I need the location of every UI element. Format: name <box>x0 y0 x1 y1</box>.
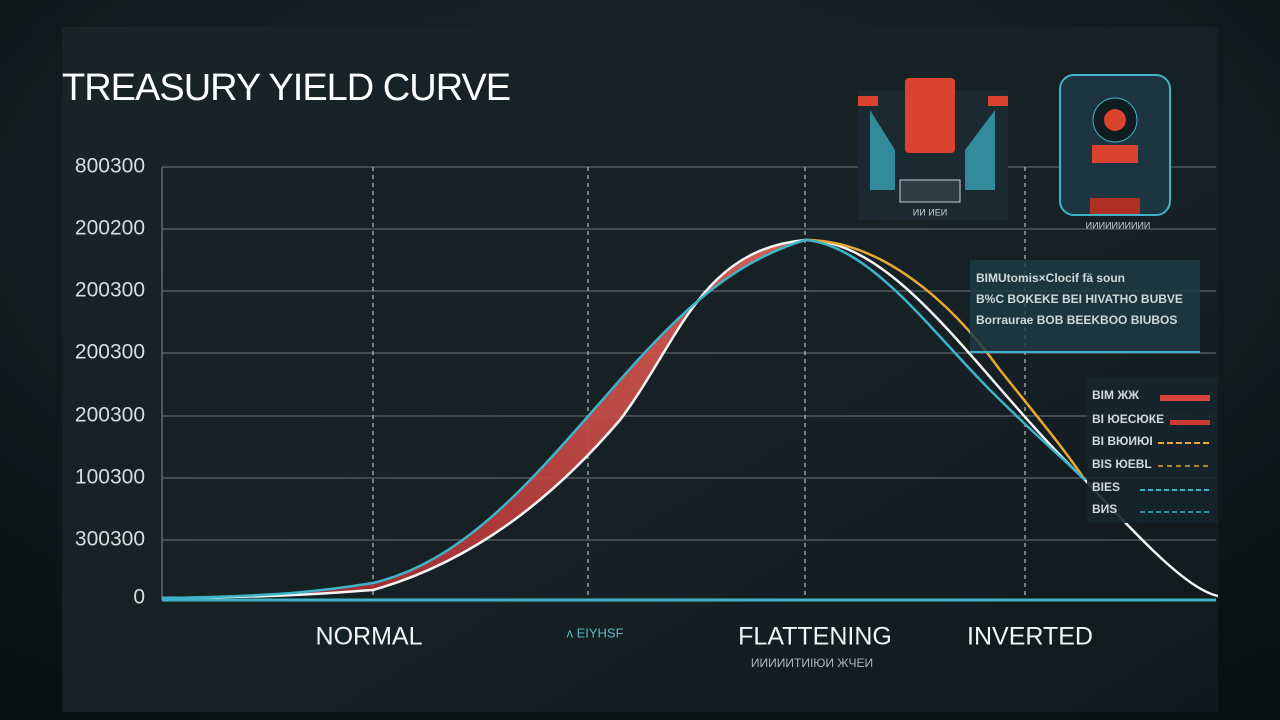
icon-caption: ИИ ИЕИ <box>913 207 947 217</box>
info-box: BIMUtomis×Clocif fä soun B%C BOKEKE BEI … <box>970 260 1200 353</box>
x-label: NORMAL <box>316 623 423 651</box>
curve-yellow <box>804 238 1087 481</box>
x-label: ʌ EIYHSF <box>566 625 623 640</box>
icon-caption: ИИИИИИИИИИ <box>1086 220 1151 230</box>
icon-shape <box>899 179 961 203</box>
icon-shape <box>988 96 1008 106</box>
icon-shape <box>870 110 995 190</box>
legend-text: BИS <box>1092 502 1117 516</box>
legend-text: BIM ЖЖ <box>1092 388 1139 402</box>
legend-text: BIES <box>1092 480 1120 494</box>
info-text: BIMUtomis×Clocif fä soun <box>976 271 1125 285</box>
y-tick-label: 800300 <box>75 155 145 178</box>
y-tick-label: 0 <box>133 586 145 609</box>
curve-cyan <box>161 238 1086 600</box>
spread-area <box>162 240 805 598</box>
icon-shape <box>1090 198 1140 214</box>
x-label: INVERTED <box>967 623 1093 651</box>
icon-right: ИИИИИИИИИИ <box>1059 74 1171 230</box>
icon-shape <box>858 96 878 106</box>
icon-shape <box>905 78 955 153</box>
legend-text: BIS ЮЕBL <box>1092 457 1152 471</box>
icon-shape <box>1104 109 1126 131</box>
info-text: B%C BOKEKE BEI HIVATHO BUBVE <box>976 292 1183 306</box>
legend-swatch <box>1170 420 1210 425</box>
info-text: Borraurae BOB BEEKBOO BIUBOS <box>976 313 1177 327</box>
legend-bg <box>1087 378 1218 523</box>
info-box-bg <box>970 260 1200 352</box>
x-label: FLATTENING <box>738 623 892 651</box>
curves <box>161 238 1219 602</box>
x-axis-labels: NORMAL ʌ EIYHSF FLATTENING INVERTED ИИИИ… <box>316 623 1093 671</box>
icon-shape <box>1092 145 1138 163</box>
y-tick-label: 200300 <box>75 279 145 302</box>
y-tick-label: 200300 <box>75 341 145 364</box>
legend-text: BI BЮИЮI <box>1092 434 1153 448</box>
y-tick-label: 100300 <box>75 466 145 489</box>
legend: BIM ЖЖ BI ЮЕСЮКЕ BI BЮИЮI BIS ЮЕBL BIES … <box>1087 378 1218 523</box>
legend-text: BI ЮЕСЮКЕ <box>1092 412 1164 426</box>
x-sublabel: ИИИИИТИIЮИ ЖЧЕИ <box>751 656 873 670</box>
y-tick-label: 300300 <box>75 528 145 551</box>
legend-swatch <box>1160 395 1210 401</box>
y-tick-label: 200300 <box>75 404 145 427</box>
y-axis-labels: 800300 200200 200300 200300 200300 10030… <box>75 155 145 609</box>
y-tick-label: 200200 <box>75 217 145 240</box>
icon-left: ИИ ИЕИ <box>858 78 1008 220</box>
chart-title: TREASURY YIELD CURVE <box>62 67 510 109</box>
